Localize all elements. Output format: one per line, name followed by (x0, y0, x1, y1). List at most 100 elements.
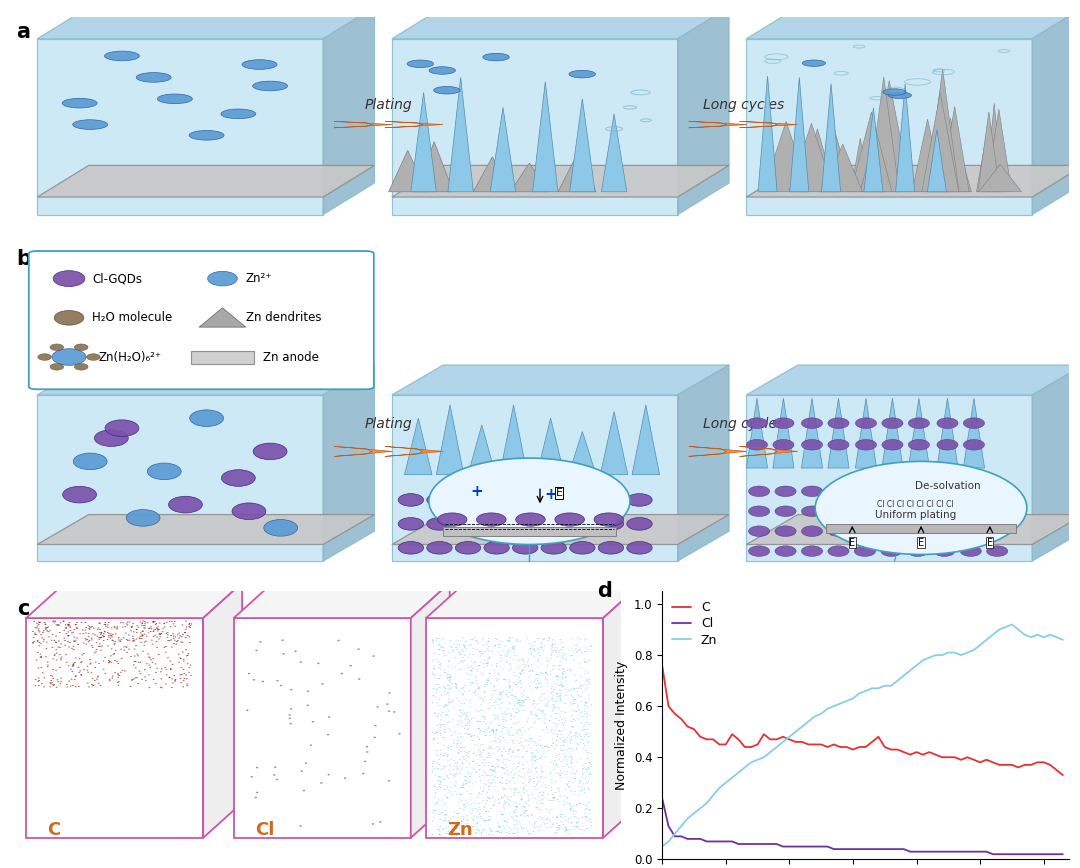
Ellipse shape (535, 789, 537, 790)
Ellipse shape (501, 814, 503, 815)
Ellipse shape (588, 787, 590, 788)
Ellipse shape (571, 806, 572, 807)
Ellipse shape (558, 665, 559, 666)
Ellipse shape (544, 719, 545, 720)
C (917, 749, 930, 760)
Ellipse shape (541, 817, 543, 818)
Ellipse shape (125, 647, 127, 648)
Ellipse shape (45, 641, 48, 642)
Ellipse shape (152, 679, 154, 680)
Ellipse shape (483, 790, 484, 791)
Ellipse shape (68, 635, 70, 636)
Ellipse shape (514, 757, 516, 758)
Ellipse shape (87, 636, 90, 637)
Text: +: + (544, 487, 557, 502)
Ellipse shape (521, 799, 522, 800)
Ellipse shape (471, 682, 472, 683)
Ellipse shape (532, 705, 534, 706)
Ellipse shape (509, 641, 510, 642)
Ellipse shape (540, 776, 541, 777)
Ellipse shape (518, 775, 519, 776)
Ellipse shape (527, 815, 528, 816)
Ellipse shape (337, 640, 340, 641)
Ellipse shape (501, 767, 502, 768)
Ellipse shape (558, 685, 559, 686)
Ellipse shape (499, 742, 501, 743)
Ellipse shape (84, 638, 86, 639)
Ellipse shape (558, 829, 559, 830)
Ellipse shape (584, 810, 585, 811)
Ellipse shape (522, 670, 523, 671)
Ellipse shape (576, 644, 577, 645)
Ellipse shape (486, 775, 487, 776)
Ellipse shape (556, 823, 557, 824)
Ellipse shape (149, 665, 150, 666)
Ellipse shape (476, 649, 478, 650)
Polygon shape (913, 119, 943, 192)
Ellipse shape (477, 745, 478, 746)
Ellipse shape (443, 768, 444, 769)
Ellipse shape (477, 720, 478, 722)
Ellipse shape (522, 702, 524, 703)
Ellipse shape (447, 747, 449, 748)
Ellipse shape (566, 676, 567, 677)
Ellipse shape (554, 781, 556, 782)
Ellipse shape (502, 716, 503, 717)
Ellipse shape (445, 672, 446, 673)
Ellipse shape (442, 712, 443, 713)
Polygon shape (922, 93, 959, 192)
Ellipse shape (482, 744, 483, 745)
Ellipse shape (114, 641, 116, 642)
Ellipse shape (522, 671, 523, 672)
Polygon shape (569, 99, 595, 192)
Ellipse shape (435, 750, 436, 751)
Ellipse shape (111, 675, 113, 677)
Ellipse shape (104, 624, 106, 625)
Ellipse shape (175, 679, 176, 680)
Ellipse shape (539, 682, 540, 683)
Ellipse shape (475, 676, 477, 677)
Ellipse shape (448, 831, 449, 832)
Ellipse shape (567, 798, 569, 799)
Ellipse shape (36, 634, 37, 635)
Ellipse shape (570, 778, 571, 779)
Ellipse shape (32, 631, 33, 632)
Ellipse shape (518, 711, 519, 712)
Ellipse shape (56, 680, 58, 681)
Polygon shape (436, 404, 463, 475)
Ellipse shape (152, 621, 154, 622)
Ellipse shape (486, 803, 487, 805)
Ellipse shape (104, 631, 106, 633)
Polygon shape (977, 112, 1000, 192)
Ellipse shape (535, 768, 536, 769)
Ellipse shape (555, 763, 557, 764)
Ellipse shape (465, 648, 468, 649)
Ellipse shape (67, 631, 69, 633)
Ellipse shape (510, 735, 511, 736)
Ellipse shape (54, 655, 55, 656)
Ellipse shape (468, 727, 469, 729)
Ellipse shape (110, 635, 112, 636)
Ellipse shape (516, 668, 517, 669)
Ellipse shape (475, 694, 476, 695)
Ellipse shape (125, 647, 127, 648)
Ellipse shape (585, 670, 586, 671)
Ellipse shape (585, 733, 588, 734)
Ellipse shape (178, 633, 180, 634)
Ellipse shape (440, 787, 442, 788)
Ellipse shape (489, 735, 490, 736)
Polygon shape (600, 411, 627, 475)
Ellipse shape (462, 736, 463, 737)
Ellipse shape (516, 733, 517, 734)
Ellipse shape (444, 650, 445, 651)
Ellipse shape (72, 663, 75, 664)
Ellipse shape (569, 517, 595, 530)
Ellipse shape (775, 486, 796, 496)
Ellipse shape (562, 719, 563, 720)
Ellipse shape (535, 760, 537, 762)
Ellipse shape (60, 658, 62, 660)
Ellipse shape (460, 773, 461, 774)
Ellipse shape (111, 636, 113, 637)
Ellipse shape (490, 748, 492, 749)
Polygon shape (500, 404, 527, 475)
